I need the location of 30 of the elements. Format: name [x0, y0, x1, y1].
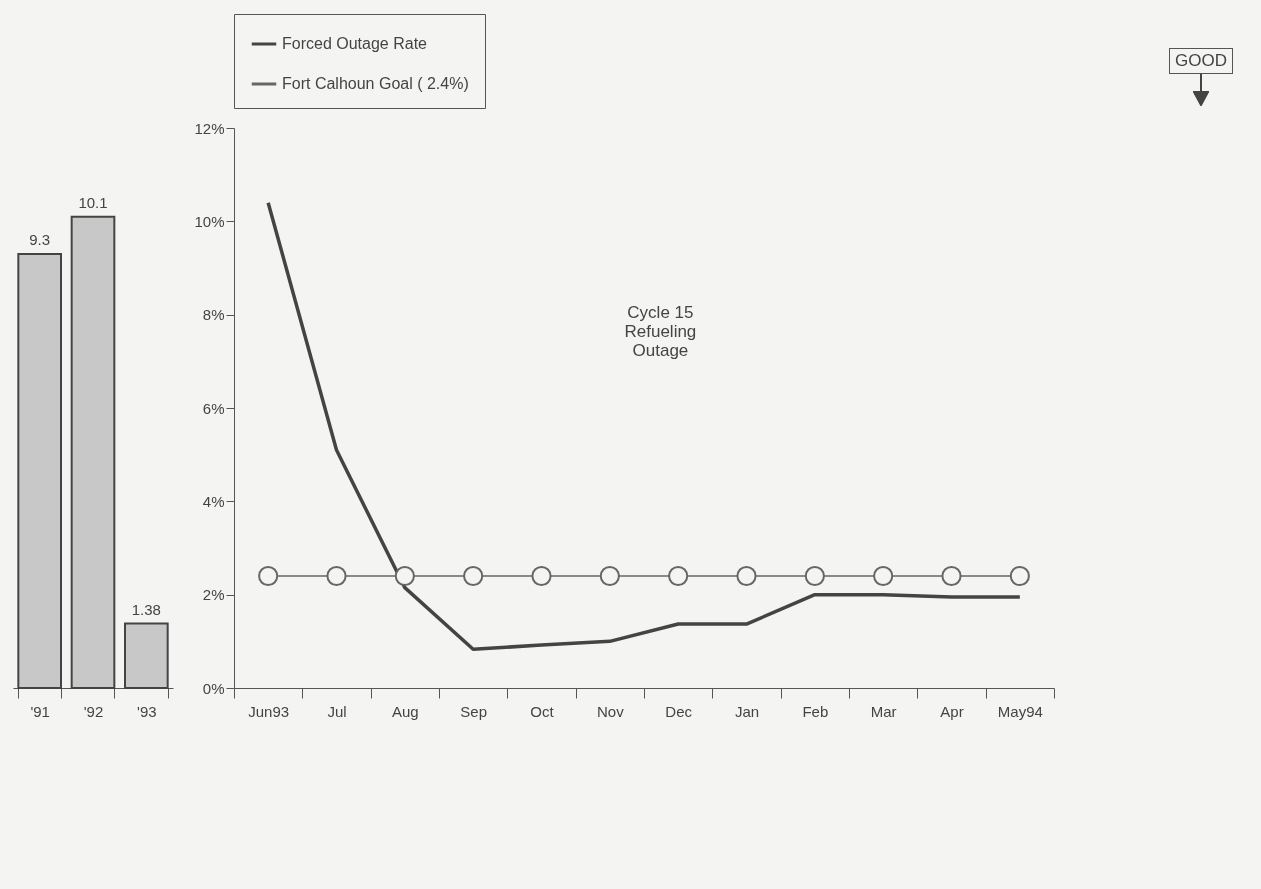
y-tick-label: 8%	[202, 306, 225, 324]
x-tick-label: '93	[137, 702, 157, 720]
legend-label: Fort Calhoun Goal ( 2.4%)	[282, 75, 469, 92]
x-tick-label: Jul	[327, 702, 347, 720]
x-tick-label: Mar	[870, 702, 897, 720]
y-tick-label: 0%	[202, 679, 225, 697]
line-series	[266, 200, 1022, 652]
x-tick-label: Apr	[940, 702, 964, 720]
annotation: Cycle 15 Refueling Outage	[624, 302, 697, 360]
text: GOOD	[1169, 48, 1233, 74]
x-tick-label: Oct	[530, 702, 555, 720]
data-label: 1.38	[131, 600, 161, 618]
legend-label: Forced Outage Rate	[282, 35, 428, 52]
x-tick-label: '92	[83, 702, 104, 720]
x-tick-label: Jan	[734, 702, 760, 720]
x-tick-label: Aug	[391, 702, 419, 720]
x-tick-label: Sep	[460, 702, 488, 720]
x-tick-label: '91	[30, 702, 50, 720]
x-tick-label: Dec	[665, 702, 693, 720]
data-label: 9.3	[29, 231, 51, 248]
y-tick-label: 6%	[202, 399, 225, 417]
y-tick-label: 4%	[202, 492, 225, 510]
x-tick-label: Nov	[596, 702, 625, 720]
y-tick-label: 2%	[202, 586, 225, 604]
x-tick-label: Feb	[802, 702, 829, 720]
x-tick-label: May94	[997, 702, 1043, 720]
x-tick-label: Jun93	[248, 702, 290, 720]
y-tick-label: 12%	[194, 119, 225, 137]
data-label: 10.1	[78, 193, 108, 211]
y-tick-label: 10%	[194, 212, 225, 230]
